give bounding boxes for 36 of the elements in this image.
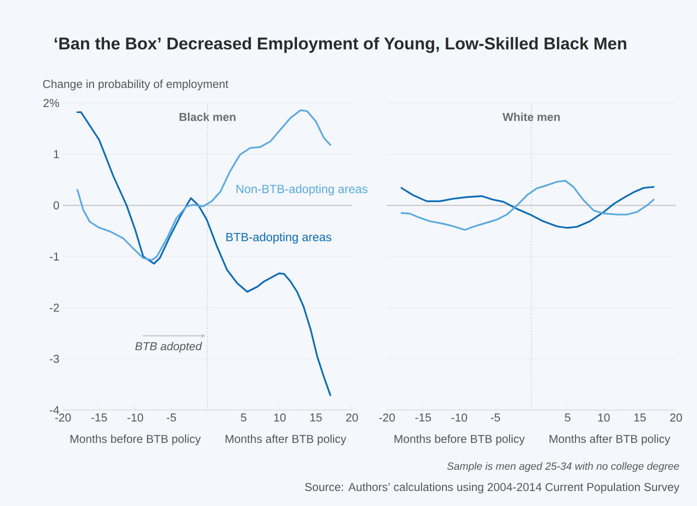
text: White men [502, 112, 560, 122]
x-tick-label: -15 [415, 414, 431, 422]
chart-title: ‘Ban the Box’ Decreased Employment of Young, Low-Skilled Black Men [54, 37, 626, 53]
text: Black men [180, 112, 236, 122]
y-tick-label: 0 [54, 201, 60, 210]
x-tick-label: -10 [451, 414, 468, 422]
x-tick-label: -5 [490, 414, 500, 422]
x-tick-label: 5 [240, 414, 246, 422]
series-label: BTB-adopting areas [226, 232, 332, 244]
x-tick-label: -10 [127, 414, 144, 422]
text: Months before BTB policy [394, 434, 525, 446]
x-tick-label: 5 [564, 414, 570, 422]
source-note: Source: Authors’ calculations using 2004-2014 Current Population Survey [305, 482, 680, 494]
x-tick-label: 10 [598, 414, 610, 422]
x-tick-label: -15 [91, 414, 107, 422]
y-tick-label: -2 [50, 304, 59, 312]
text: Months after BTB policy [550, 434, 670, 446]
y-tick-label: 2% [44, 98, 60, 108]
text: Months before BTB policy [70, 434, 201, 446]
y-tick-label: -1 [50, 252, 59, 260]
x-tick-label: -5 [166, 414, 176, 422]
ref-line-label: BTB adopted [135, 342, 202, 353]
y-axis-title: Change in probability of employment [43, 80, 228, 90]
x-tick-label: -20 [55, 414, 71, 422]
text: Months after BTB policy [226, 434, 346, 446]
x-tick-label: 20 [346, 414, 358, 422]
y-tick-label: -4 [50, 406, 60, 414]
x-tick-label: 15 [634, 414, 646, 422]
x-tick-label: -20 [379, 414, 395, 422]
x-tick-label: 10 [274, 414, 286, 422]
y-tick-label: 1 [54, 150, 59, 158]
series-label: Non-BTB-adopting areas [236, 184, 368, 196]
text: Sample is men aged 25-34 with no college degree [447, 462, 680, 472]
x-tick-label: 15 [310, 414, 322, 422]
x-tick-label: 20 [670, 414, 682, 422]
y-tick-label: -3 [50, 354, 59, 363]
